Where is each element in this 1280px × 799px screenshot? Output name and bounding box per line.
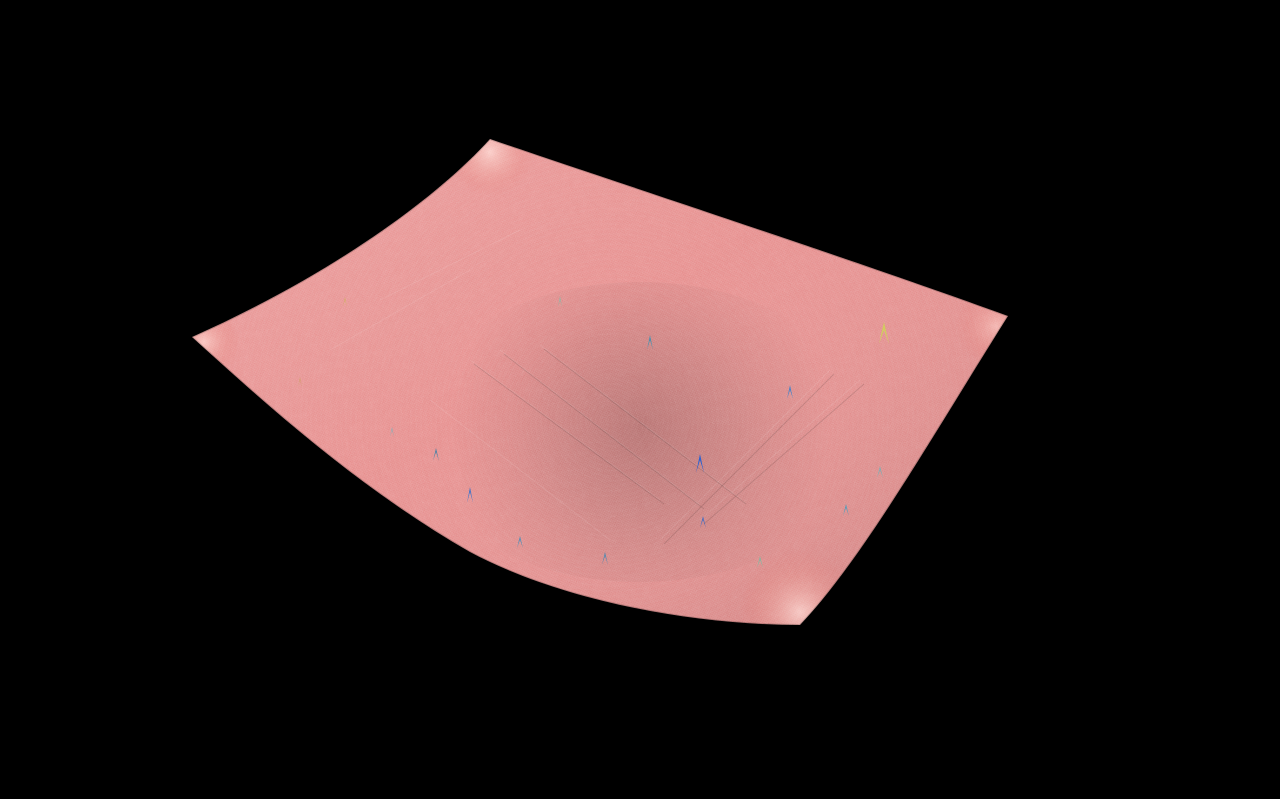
surface-asperity-spikes bbox=[298, 296, 889, 568]
surface-scratches bbox=[329, 229, 861, 541]
surface-scratches-dark bbox=[473, 348, 865, 545]
